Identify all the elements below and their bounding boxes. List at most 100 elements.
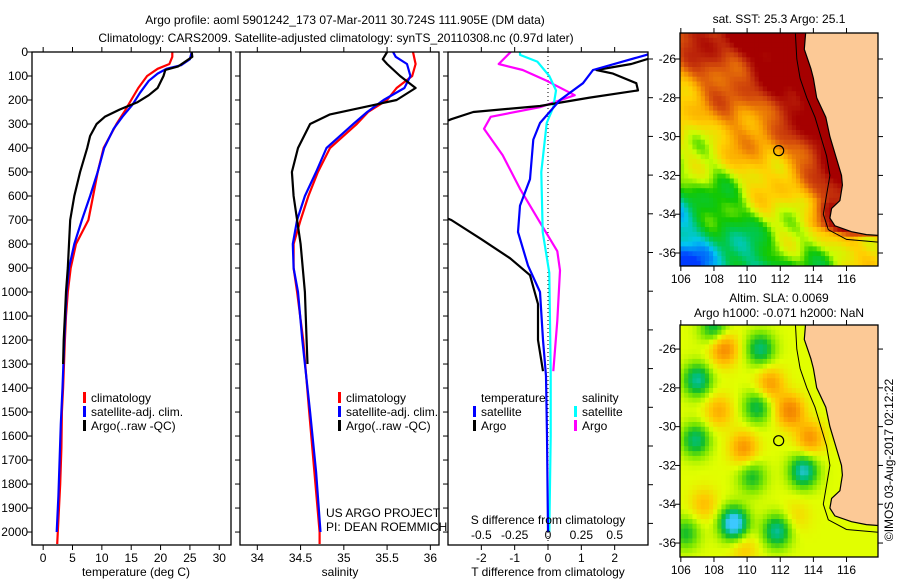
sst-cell bbox=[812, 178, 818, 184]
sla-cell bbox=[787, 436, 793, 442]
sst-cell bbox=[742, 115, 747, 121]
sla-cell bbox=[804, 436, 809, 442]
sla-cell bbox=[684, 514, 689, 520]
sst-cell bbox=[762, 62, 768, 68]
sst-cell bbox=[874, 251, 878, 257]
sst-cell bbox=[713, 134, 718, 141]
sst-cell bbox=[688, 105, 693, 112]
sst-cell bbox=[816, 188, 822, 194]
sla-cell bbox=[870, 543, 876, 549]
sst-cell bbox=[738, 52, 743, 58]
sst-cell bbox=[717, 144, 722, 151]
sla-cell bbox=[820, 460, 826, 467]
sst-cell bbox=[688, 139, 693, 146]
sla-cell bbox=[680, 475, 685, 481]
sla-cell bbox=[800, 538, 805, 544]
sst-cell bbox=[721, 178, 727, 184]
sla-cell bbox=[779, 533, 785, 539]
sla-cell bbox=[866, 533, 872, 539]
sst-cell bbox=[738, 96, 743, 102]
sst-cell bbox=[733, 212, 739, 218]
sla-cell bbox=[704, 431, 710, 438]
sla-cell bbox=[738, 392, 743, 399]
sst-cell bbox=[771, 222, 776, 228]
sst-cell bbox=[816, 241, 822, 248]
sst-cell bbox=[779, 115, 785, 121]
sst-cell bbox=[783, 261, 789, 266]
sla-cell bbox=[808, 480, 814, 486]
sla-cell bbox=[750, 329, 756, 336]
sla-cell bbox=[717, 392, 722, 399]
sla-cell bbox=[808, 533, 814, 539]
sla-cell bbox=[804, 392, 809, 399]
sla-cell bbox=[713, 431, 718, 438]
legend-label: satellite-adj. clim. bbox=[91, 405, 183, 419]
sla-cell bbox=[820, 514, 826, 520]
sla-cell bbox=[680, 329, 685, 336]
sla-cell bbox=[754, 417, 760, 423]
sst-cell bbox=[738, 144, 743, 151]
sla-cell bbox=[762, 407, 768, 413]
sst-cell bbox=[800, 159, 805, 165]
sst-cell bbox=[696, 178, 702, 184]
sst-cell bbox=[709, 130, 714, 136]
sst-cell bbox=[729, 222, 735, 228]
sst-cell bbox=[738, 188, 743, 194]
sla-cell bbox=[758, 441, 764, 447]
y-tick-label: 0 bbox=[21, 45, 28, 59]
sla-cell bbox=[709, 339, 714, 345]
sla-cell bbox=[721, 378, 727, 384]
sst-cell bbox=[721, 202, 727, 209]
sst-cell bbox=[849, 246, 855, 252]
sst-cell bbox=[704, 251, 710, 257]
sst-cell bbox=[750, 178, 756, 184]
sla-cell bbox=[791, 397, 797, 404]
sla-cell bbox=[800, 514, 805, 520]
sla-cell bbox=[738, 339, 743, 345]
sst-cell bbox=[812, 207, 818, 214]
sst-cell bbox=[746, 173, 751, 180]
sla-cell bbox=[775, 538, 780, 544]
sla-cell bbox=[808, 509, 814, 515]
sst-cell bbox=[787, 149, 793, 155]
sst-cell bbox=[754, 134, 760, 141]
sst-cell bbox=[812, 173, 818, 180]
sla-cell bbox=[700, 489, 706, 496]
sst-cell bbox=[721, 188, 727, 194]
sst-cell bbox=[692, 42, 698, 49]
sst-cell bbox=[767, 105, 772, 112]
sst-cell bbox=[783, 202, 789, 209]
sst-cell bbox=[725, 47, 731, 54]
sst-cell bbox=[742, 207, 747, 214]
y-tick-label: 1500 bbox=[1, 405, 28, 419]
sla-cell bbox=[783, 485, 789, 491]
sst-cell bbox=[754, 188, 760, 194]
sst-cell bbox=[816, 139, 822, 146]
sla-cell bbox=[767, 397, 772, 404]
sst-cell bbox=[796, 86, 801, 92]
sla-cell bbox=[796, 339, 801, 345]
sla-cell bbox=[746, 417, 751, 423]
sla-cell bbox=[771, 538, 776, 544]
sla-cell bbox=[746, 436, 751, 442]
sla-cell bbox=[717, 407, 722, 413]
sst-cell bbox=[721, 222, 727, 228]
sla-cell bbox=[725, 354, 731, 360]
sst-cell bbox=[775, 173, 780, 180]
sla-cell bbox=[709, 552, 714, 557]
sst-cell bbox=[721, 33, 727, 39]
sla-cell bbox=[742, 485, 747, 491]
sst-cell bbox=[692, 183, 698, 189]
sla-cell bbox=[696, 552, 702, 557]
sst-cell bbox=[738, 42, 743, 49]
sla-cell bbox=[820, 489, 826, 496]
sst-cell bbox=[717, 76, 722, 83]
sla-cell bbox=[696, 548, 702, 554]
sst-cell bbox=[709, 261, 714, 266]
sla-cell bbox=[750, 354, 756, 360]
sla-cell bbox=[762, 485, 768, 491]
y-tick-label: 1100 bbox=[2, 309, 28, 323]
sst-cell bbox=[796, 217, 801, 223]
sst-cell bbox=[796, 120, 801, 126]
sst-cell bbox=[725, 188, 731, 194]
